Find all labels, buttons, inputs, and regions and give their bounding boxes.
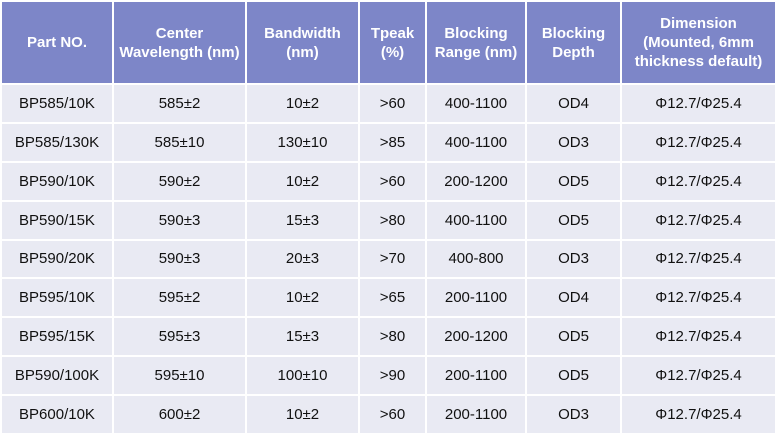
table-cell: 400-1100 [425, 199, 527, 241]
table-cell: 100±10 [245, 355, 360, 396]
table-cell: Φ12.7/Φ25.4 [620, 199, 775, 241]
header-cell: Center Wavelength (nm) [112, 0, 247, 85]
header-cell: Bandwidth (nm) [245, 0, 360, 85]
table-cell: 200-1100 [425, 277, 527, 319]
table-cell: 130±10 [245, 121, 360, 163]
table-cell: 590±3 [112, 238, 247, 280]
table-cell: OD4 [525, 277, 622, 319]
table-cell: 10±2 [245, 160, 360, 202]
table-cell: 585±2 [112, 83, 247, 124]
table-cell: Φ12.7/Φ25.4 [620, 277, 775, 319]
table-cell: OD5 [525, 316, 622, 358]
table-cell: Φ12.7/Φ25.4 [620, 238, 775, 280]
table-cell: >60 [358, 83, 427, 124]
table-body: BP585/10K 585±2 10±2 >60 400-1100 OD4 Φ12.7/Φ2… [0, 83, 775, 435]
table-row: BP585/10K 585±2 10±2 >60 400-1100 OD4 Φ12.7/Φ2… [0, 83, 775, 124]
table-cell: 200-1200 [425, 316, 527, 358]
table-cell: Φ12.7/Φ25.4 [620, 394, 775, 435]
table-cell: BP590/10K [0, 160, 114, 202]
table-cell: 200-1200 [425, 160, 527, 202]
table-row: BP600/10K 600±2 10±2 >60 200-1100 OD3 Φ12.7/Φ2… [0, 394, 775, 435]
header-cell: Blocking Depth [525, 0, 622, 85]
table-cell: BP585/10K [0, 83, 114, 124]
table-cell: 590±2 [112, 160, 247, 202]
table-cell: >70 [358, 238, 427, 280]
table-row: BP595/10K 595±2 10±2 >65 200-1100 OD4 Φ12.7/Φ2… [0, 277, 775, 319]
table-row: BP590/15K 590±3 15±3 >80 400-1100 OD5 Φ12.7/Φ2… [0, 199, 775, 241]
header-cell: Tpeak (%) [358, 0, 427, 85]
table-cell: Φ12.7/Φ25.4 [620, 355, 775, 396]
table-cell: BP595/10K [0, 277, 114, 319]
table-row: BP590/20K 590±3 20±3 >70 400-800 OD3 Φ12.7/Φ25… [0, 238, 775, 280]
table-cell: BP590/100K [0, 355, 114, 396]
table-cell: 595±2 [112, 277, 247, 319]
table-cell: BP600/10K [0, 394, 114, 435]
table-cell: 600±2 [112, 394, 247, 435]
header-cell: Part NO. [0, 0, 114, 85]
table-cell: >80 [358, 316, 427, 358]
table-cell: 200-1100 [425, 394, 527, 435]
header-row: Part NO. Center Wavelength (nm) Bandwidth … [0, 0, 775, 85]
table-cell: BP590/20K [0, 238, 114, 280]
table-cell: BP595/15K [0, 316, 114, 358]
table-cell: 400-1100 [425, 121, 527, 163]
table-cell: BP585/130K [0, 121, 114, 163]
table-cell: Φ12.7/Φ25.4 [620, 160, 775, 202]
table-cell: 10±2 [245, 277, 360, 319]
header-cell: Dimension (Mounted, 6mm thickness defaul… [620, 0, 775, 85]
table-cell: BP590/15K [0, 199, 114, 241]
table-cell: >60 [358, 394, 427, 435]
table-row: BP585/130K 585±10 130±10 >85 400-1100 OD3 Φ12.… [0, 121, 775, 163]
table-cell: OD3 [525, 394, 622, 435]
table-cell: OD5 [525, 355, 622, 396]
table-cell: >90 [358, 355, 427, 396]
table-cell: 595±10 [112, 355, 247, 396]
table-cell: 20±3 [245, 238, 360, 280]
table-cell: 10±2 [245, 83, 360, 124]
table-cell: OD5 [525, 160, 622, 202]
table-row: BP595/15K 595±3 15±3 >80 200-1200 OD5 Φ12.7/Φ2… [0, 316, 775, 358]
header-cell: Blocking Range (nm) [425, 0, 527, 85]
table-cell: 400-800 [425, 238, 527, 280]
table-cell: 15±3 [245, 316, 360, 358]
table-cell: Φ12.7/Φ25.4 [620, 316, 775, 358]
table-row: BP590/10K 590±2 10±2 >60 200-1200 OD5 Φ12.7/Φ2… [0, 160, 775, 202]
table-cell: OD3 [525, 121, 622, 163]
table-cell: >65 [358, 277, 427, 319]
table-cell: >85 [358, 121, 427, 163]
table-cell: >60 [358, 160, 427, 202]
table-cell: 595±3 [112, 316, 247, 358]
table-cell: Φ12.7/Φ25.4 [620, 121, 775, 163]
table-row: BP590/100K 595±10 100±10 >90 200-1100 OD5 Φ12.… [0, 355, 775, 396]
table-cell: 590±3 [112, 199, 247, 241]
table-cell: >80 [358, 199, 427, 241]
table-cell: 400-1100 [425, 83, 527, 124]
table-cell: 15±3 [245, 199, 360, 241]
table-cell: OD4 [525, 83, 622, 124]
table-cell: 585±10 [112, 121, 247, 163]
table-cell: OD5 [525, 199, 622, 241]
table-cell: 200-1100 [425, 355, 527, 396]
table-cell: Φ12.7/Φ25.4 [620, 83, 775, 124]
table-cell: 10±2 [245, 394, 360, 435]
table-cell: OD3 [525, 238, 622, 280]
